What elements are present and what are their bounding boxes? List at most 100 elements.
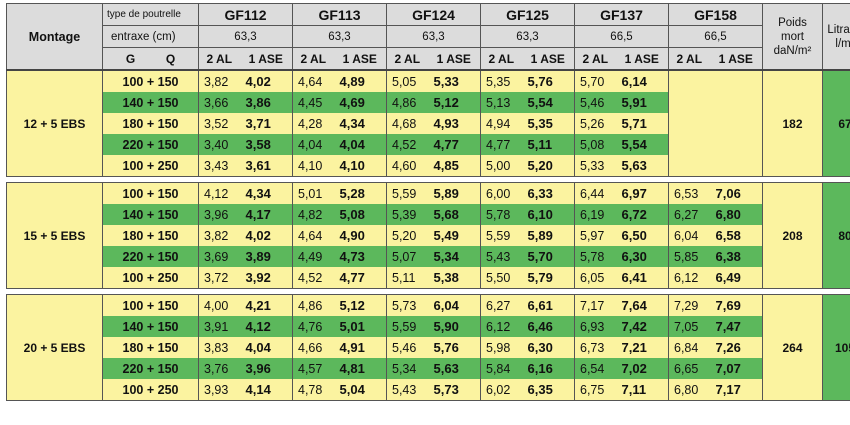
- value-1ase: 4,04: [239, 337, 293, 358]
- value-2al: 5,13: [480, 92, 522, 113]
- gq-cell: 100 + 150: [102, 69, 199, 92]
- value-2al: 5,50: [480, 267, 522, 289]
- table-row: 20 + 5 EBS 100 + 150 4,00 4,21 4,86 5,12 5,73 6…: [6, 294, 850, 401]
- table-body: 12 + 5 EBS 100 + 150 3,82 4,02 4,64 4,89 5,05 5…: [6, 69, 850, 401]
- value-2al: 6,44: [574, 182, 616, 204]
- value-1ase: 6,35: [521, 379, 575, 401]
- value-2al: 4,10: [292, 155, 334, 177]
- value-1ase: 5,20: [521, 155, 575, 177]
- value-2al: 4,86: [386, 92, 428, 113]
- value-1ase: 7,06: [709, 182, 763, 204]
- value-2al: 4,60: [386, 155, 428, 177]
- gq-cell: 220 + 150: [102, 134, 199, 155]
- value-1ase: 5,70: [521, 246, 575, 267]
- table-row: 100 + 250 3,43 3,61 4,10 4,10 4,60 4,85 5,00 5,2…: [7, 155, 850, 177]
- value-2al: 5,78: [574, 246, 616, 267]
- montage-cell: 20 + 5 EBS: [6, 294, 103, 401]
- value-1ase: 5,01: [333, 316, 387, 337]
- value-2al: 5,08: [574, 134, 616, 155]
- table-row: 15 + 5 EBS 100 + 150 4,12 4,34 5,01 5,28 5,59 5…: [6, 182, 850, 289]
- value-1ase: 3,96: [239, 358, 293, 379]
- poids-mort-line: Poids: [778, 16, 807, 29]
- value-2al: 5,98: [480, 337, 522, 358]
- value-1ase: 3,86: [239, 92, 293, 113]
- table-row: 220 + 150 3,76 3,96 4,57 4,81 5,34 5,63 5,84 6,1…: [7, 358, 850, 379]
- value-1ase: 5,08: [333, 204, 387, 225]
- value-2al: 6,19: [574, 204, 616, 225]
- col-2al-header: 2 AL: [292, 47, 334, 71]
- value-1ase: 6,49: [709, 267, 763, 289]
- value-1ase: 4,90: [333, 225, 387, 246]
- value-1ase: 5,33: [427, 69, 481, 92]
- value-2al: 6,04: [668, 225, 710, 246]
- value-1ase: 4,91: [333, 337, 387, 358]
- value-2al: 3,96: [198, 204, 240, 225]
- value-1ase: 4,73: [333, 246, 387, 267]
- value-1ase: 5,90: [427, 316, 481, 337]
- value-2al: 6,02: [480, 379, 522, 401]
- value-2al: [668, 92, 710, 113]
- value-2al: 4,68: [386, 113, 428, 134]
- value-1ase: 6,72: [615, 204, 669, 225]
- value-2al: 4,00: [198, 294, 240, 316]
- value-2al: 3,91: [198, 316, 240, 337]
- value-1ase: 4,04: [333, 134, 387, 155]
- value-2al: 3,93: [198, 379, 240, 401]
- poids-mort-line: daN/m²: [773, 44, 812, 57]
- value-2al: 6,80: [668, 379, 710, 401]
- value-1ase: 3,71: [239, 113, 293, 134]
- value-2al: 6,65: [668, 358, 710, 379]
- value-2al: 4,52: [292, 267, 334, 289]
- beam-entraxe: 63,3: [198, 25, 293, 48]
- value-2al: [668, 155, 710, 177]
- table-row: 100 + 250 3,93 4,14 4,78 5,04 5,43 5,73 6,02 6,3…: [7, 379, 850, 401]
- table-row: 220 + 150 3,40 3,58 4,04 4,04 4,52 4,77 4,77 5,1…: [7, 134, 850, 155]
- value-1ase: 5,89: [521, 225, 575, 246]
- value-1ase: 7,02: [615, 358, 669, 379]
- gq-cell: 140 + 150: [102, 204, 199, 225]
- value-2al: 5,85: [668, 246, 710, 267]
- value-2al: 5,73: [386, 294, 428, 316]
- value-2al: 3,43: [198, 155, 240, 177]
- litrage-cell: 105: [822, 294, 850, 401]
- value-2al: 5,33: [574, 155, 616, 177]
- value-2al: 7,17: [574, 294, 616, 316]
- value-1ase: [709, 155, 763, 177]
- value-2al: 6,84: [668, 337, 710, 358]
- value-1ase: 5,34: [427, 246, 481, 267]
- value-2al: 4,52: [386, 134, 428, 155]
- load-table-container: Montage type de poutrelle GF112 GF113 GF…: [6, 3, 850, 401]
- value-1ase: 4,85: [427, 155, 481, 177]
- value-1ase: 5,49: [427, 225, 481, 246]
- value-2al: 3,40: [198, 134, 240, 155]
- value-2al: 5,43: [480, 246, 522, 267]
- value-2al: 6,12: [480, 316, 522, 337]
- value-2al: 5,84: [480, 358, 522, 379]
- value-2al: 5,46: [574, 92, 616, 113]
- gq-cell: 180 + 150: [102, 113, 199, 134]
- value-1ase: 5,63: [427, 358, 481, 379]
- value-1ase: 4,10: [333, 155, 387, 177]
- litrage-cell: 67: [822, 69, 850, 177]
- litrage-cell: 80: [822, 182, 850, 289]
- value-2al: 4,78: [292, 379, 334, 401]
- value-2al: 5,39: [386, 204, 428, 225]
- table-row: 140 + 150 3,91 4,12 4,76 5,01 5,59 5,90 6,12 6,4…: [7, 316, 850, 337]
- value-1ase: 4,89: [333, 69, 387, 92]
- value-2al: 4,66: [292, 337, 334, 358]
- value-1ase: 5,12: [427, 92, 481, 113]
- value-1ase: 5,28: [333, 182, 387, 204]
- table-row: 180 + 150 3,82 4,02 4,64 4,90 5,20 5,49 5,59 5,8…: [7, 225, 850, 246]
- value-1ase: 5,68: [427, 204, 481, 225]
- value-1ase: [709, 113, 763, 134]
- value-1ase: 3,89: [239, 246, 293, 267]
- value-1ase: 6,14: [615, 69, 669, 92]
- table-row: 100 + 250 3,72 3,92 4,52 4,77 5,11 5,38 5,50 5,7…: [7, 267, 850, 289]
- col-1ase-header: 1 ASE: [521, 47, 575, 71]
- value-1ase: 5,11: [521, 134, 575, 155]
- value-1ase: 6,80: [709, 204, 763, 225]
- value-2al: 5,59: [480, 225, 522, 246]
- value-1ase: 6,30: [521, 337, 575, 358]
- beam-name: GF137: [574, 3, 669, 26]
- value-2al: 7,29: [668, 294, 710, 316]
